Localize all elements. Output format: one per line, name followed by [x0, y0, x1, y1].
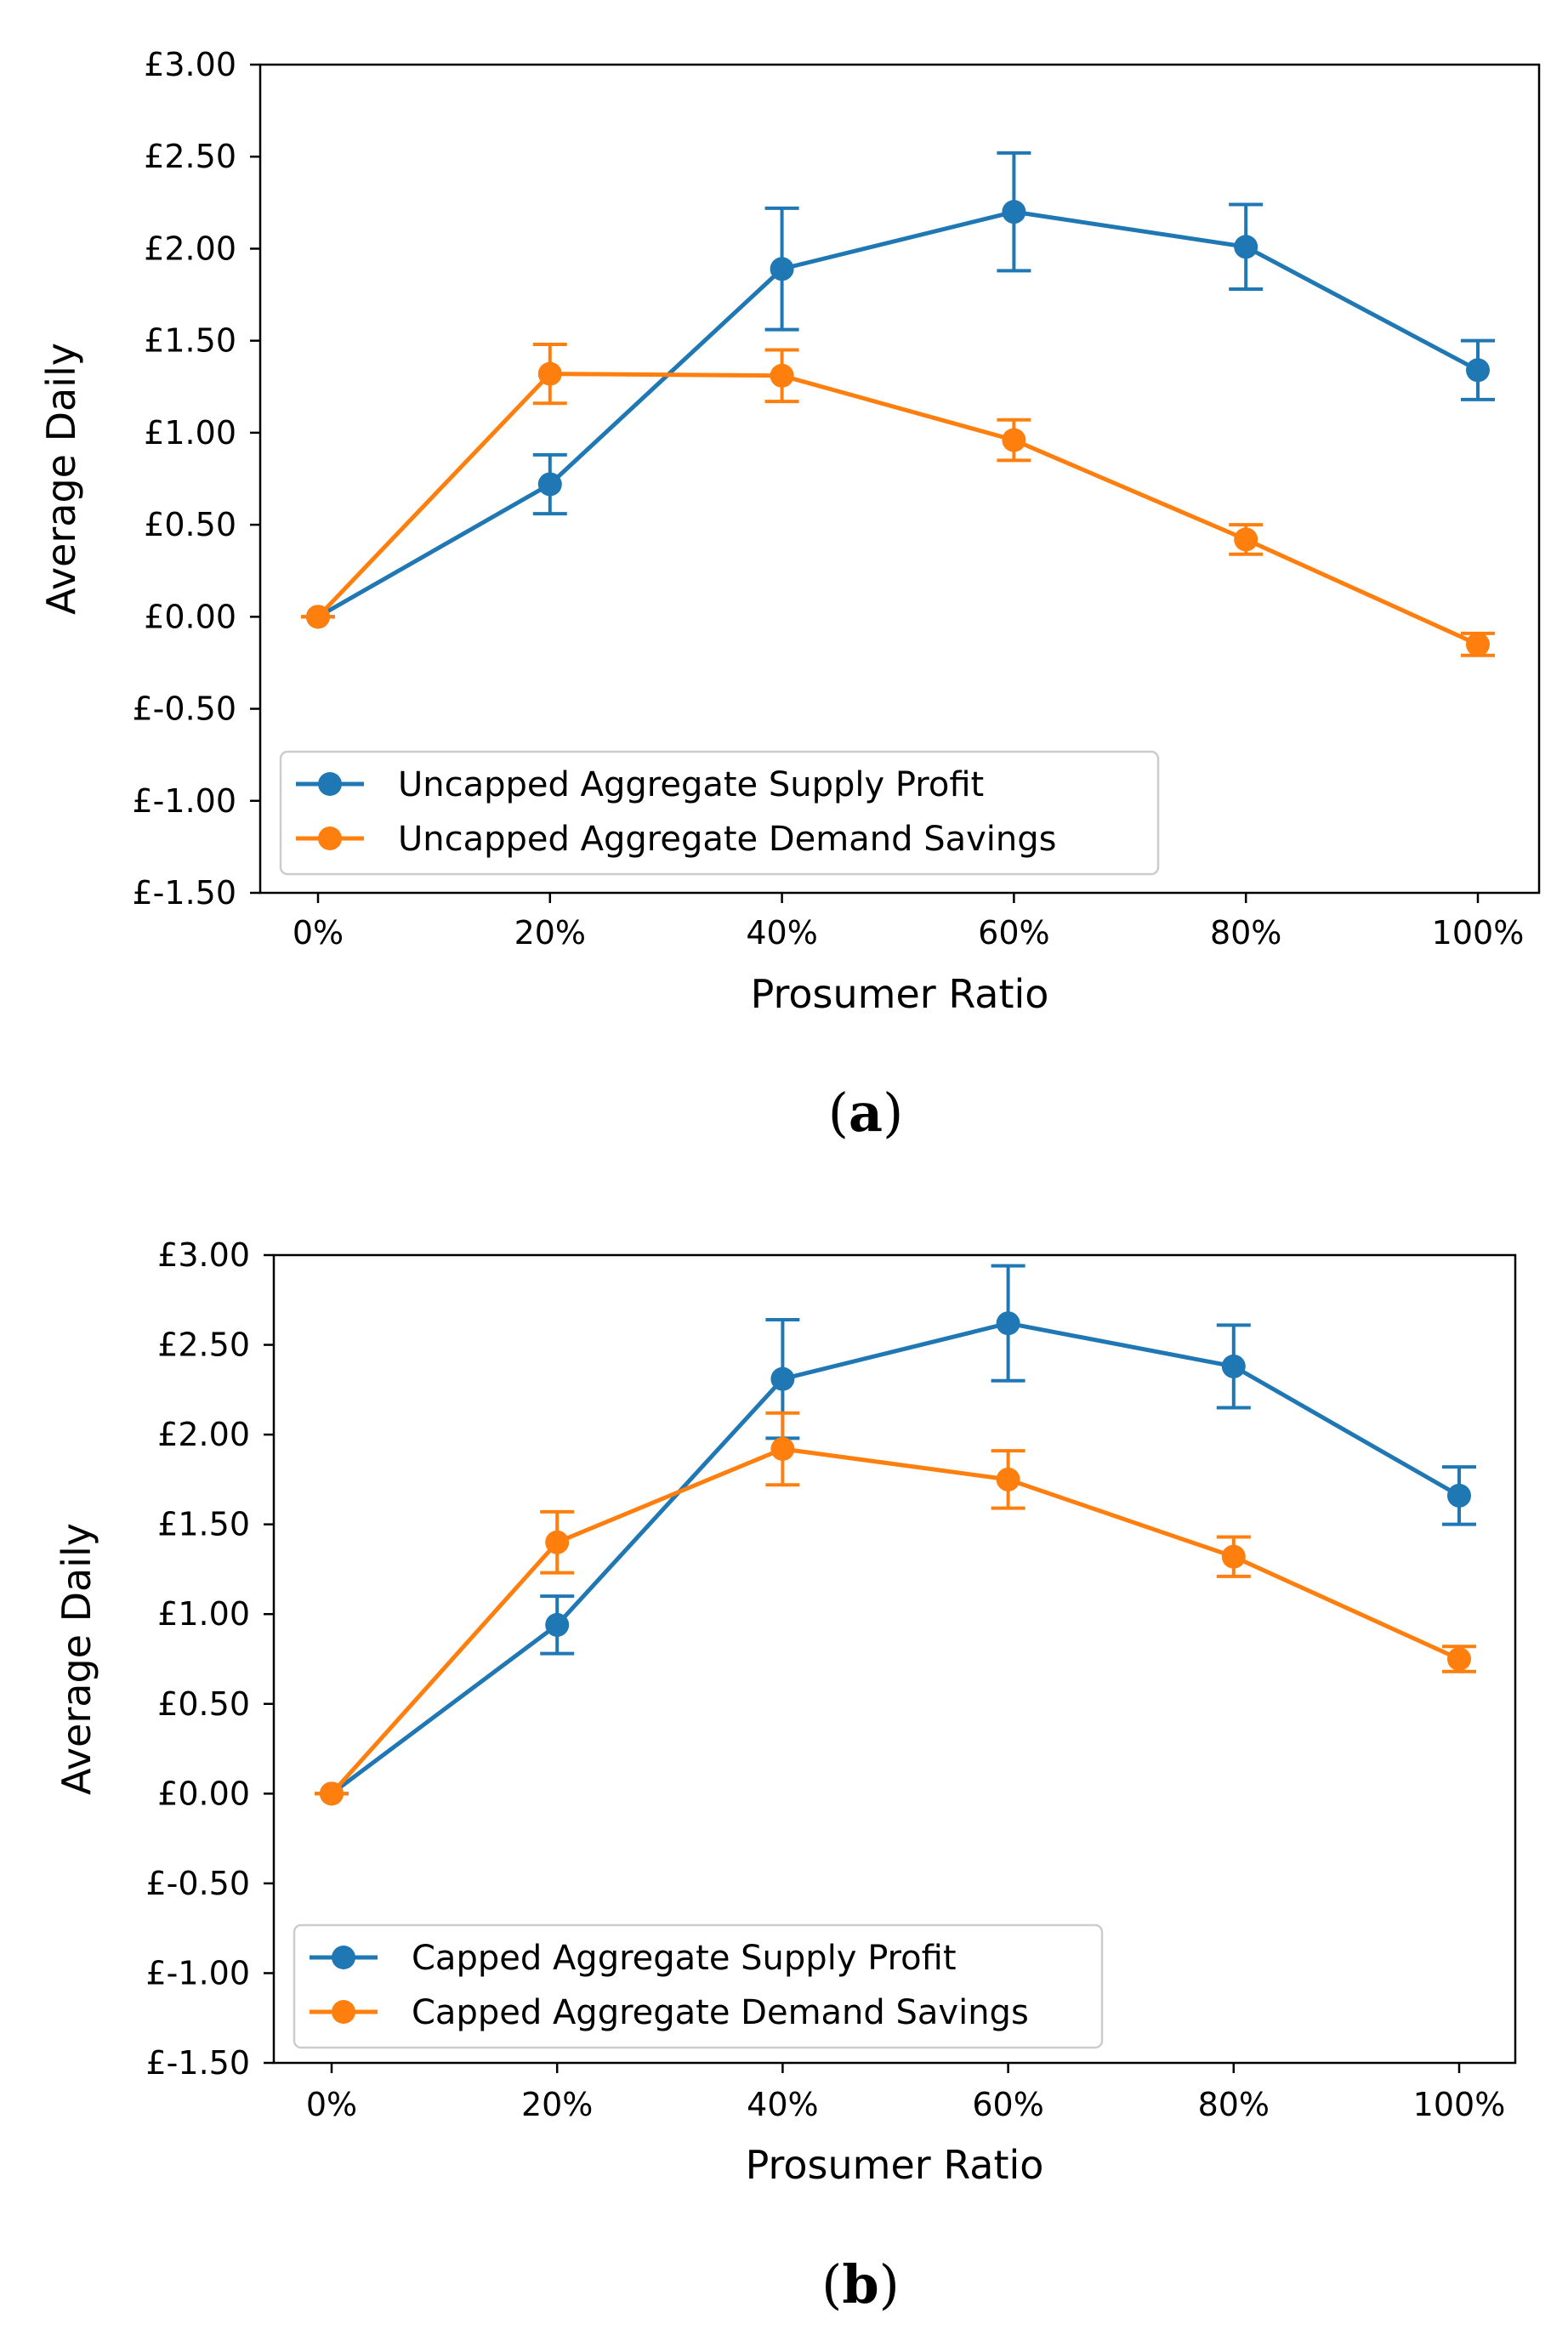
data-point-demand-savings [1221, 1544, 1246, 1569]
panel-label-close: ) [879, 2253, 900, 2315]
data-point-supply-profit [1466, 358, 1490, 383]
y-tick-label: £-1.00 [146, 1954, 251, 1991]
chart-panel-b: £-1.50 £-1.00 £-0.50 £0.00 £0.50 £1.00 £1.50 £2… [54, 1236, 1517, 2315]
y-tick-label: £0.00 [157, 1775, 250, 1812]
legend-marker-supply-profit [332, 1946, 355, 1969]
data-point-demand-savings [770, 1437, 795, 1461]
series-line-supply-profit [330, 1321, 1461, 1796]
legend-marker-supply-profit [318, 772, 342, 796]
y-tick-label: £2.00 [144, 230, 236, 267]
x-tick-label: 80% [1198, 2086, 1270, 2123]
x-tick-label: 60% [978, 914, 1049, 952]
panel-label-letter: a [849, 1082, 883, 1144]
y-axis-title: Average Daily [54, 1523, 99, 1795]
panel-label-letter: b [842, 2253, 878, 2315]
y-tick-label: £-0.50 [133, 690, 237, 728]
x-tick-label: 40% [747, 2086, 818, 2123]
panel-label: (b) [821, 2253, 900, 2315]
legend-label-demand-savings: Uncapped Aggregate Demand Savings [398, 820, 1056, 859]
data-point-demand-savings [1002, 428, 1026, 452]
data-point-supply-profit [1221, 1354, 1246, 1378]
panel-label-open: ( [828, 1082, 849, 1144]
x-tick-label: 40% [746, 914, 817, 952]
y-tick-label: £3.00 [144, 46, 236, 83]
data-point-supply-profit [545, 1612, 570, 1637]
x-tick-label: 0% [293, 914, 344, 952]
chart-panel-a: £-1.50 £-1.00 £-0.50 £0.00 £0.50 £1.00 £1.50 £2… [38, 46, 1541, 1144]
data-point-demand-savings [1447, 1647, 1471, 1671]
data-point-demand-savings [320, 1781, 344, 1806]
x-tick-label: 20% [514, 914, 586, 952]
y-tick-label: £0.00 [144, 598, 236, 635]
y-tick-label: £1.50 [157, 1506, 250, 1543]
data-point-demand-savings [306, 605, 330, 629]
data-point-demand-savings [545, 1530, 570, 1554]
legend-box [293, 1923, 1104, 2049]
y-tick-label: £3.00 [157, 1236, 250, 1274]
y-tick-label: £-1.00 [133, 782, 237, 820]
data-point-supply-profit [996, 1311, 1020, 1336]
series-line-demand-savings [316, 372, 1480, 647]
y-tick-label: £1.50 [144, 322, 236, 360]
panel-label-open: ( [821, 2253, 842, 2315]
data-point-supply-profit [1234, 235, 1258, 259]
panel-label-close: ) [883, 1082, 903, 1144]
x-axis-title: Prosumer Ratio [746, 2142, 1044, 2188]
y-tick-label: £2.50 [157, 1327, 250, 1364]
y-tick-label: £1.00 [144, 414, 236, 452]
legend-label-supply-profit: Uncapped Aggregate Supply Profit [398, 765, 984, 804]
data-point-demand-savings [770, 363, 794, 388]
y-axis-title: Average Daily [38, 343, 84, 615]
series-line-demand-savings [330, 1446, 1461, 1796]
legend-label-demand-savings: Capped Aggregate Demand Savings [412, 1993, 1029, 2032]
y-tick-label: £2.00 [157, 1416, 250, 1453]
data-point-supply-profit [770, 1366, 795, 1391]
legend-label-supply-profit: Capped Aggregate Supply Profit [412, 1939, 957, 1978]
y-tick-label: £0.50 [144, 506, 236, 543]
legend-marker-demand-savings [318, 827, 342, 850]
x-tick-label: 60% [972, 2086, 1043, 2123]
x-tick-label: 80% [1210, 914, 1281, 952]
x-tick-label: 100% [1432, 914, 1525, 952]
data-point-demand-savings [1466, 632, 1490, 656]
y-tick-label: £-1.50 [146, 2044, 251, 2082]
data-point-supply-profit [537, 472, 562, 497]
y-tick-label: £2.50 [144, 138, 236, 175]
series-line-supply-profit [316, 209, 1480, 619]
legend: Capped Aggregate Supply Profit Capped Agg… [293, 1923, 1104, 2049]
axes-frame [272, 1253, 1517, 2065]
data-point-demand-savings [537, 361, 562, 386]
x-tick-label: 100% [1413, 2086, 1506, 2123]
data-point-supply-profit [1002, 200, 1026, 224]
y-tick-label: £1.00 [157, 1595, 250, 1633]
legend-marker-demand-savings [332, 2000, 355, 2024]
y-tick-label: £-0.50 [146, 1865, 251, 1902]
data-point-supply-profit [1447, 1483, 1471, 1508]
y-tick-label: £-1.50 [133, 874, 237, 912]
data-point-demand-savings [996, 1467, 1020, 1491]
axes-frame [258, 63, 1541, 895]
legend-box [279, 750, 1160, 876]
x-axis-title: Prosumer Ratio [751, 971, 1049, 1017]
panel-label: (a) [828, 1082, 904, 1144]
x-tick-label: 0% [306, 2086, 357, 2123]
data-point-demand-savings [1234, 527, 1258, 552]
legend: Uncapped Aggregate Supply Profit Uncapped… [279, 750, 1160, 876]
data-point-supply-profit [770, 257, 794, 281]
y-tick-label: £0.50 [157, 1685, 250, 1723]
x-tick-label: 20% [521, 2086, 593, 2123]
